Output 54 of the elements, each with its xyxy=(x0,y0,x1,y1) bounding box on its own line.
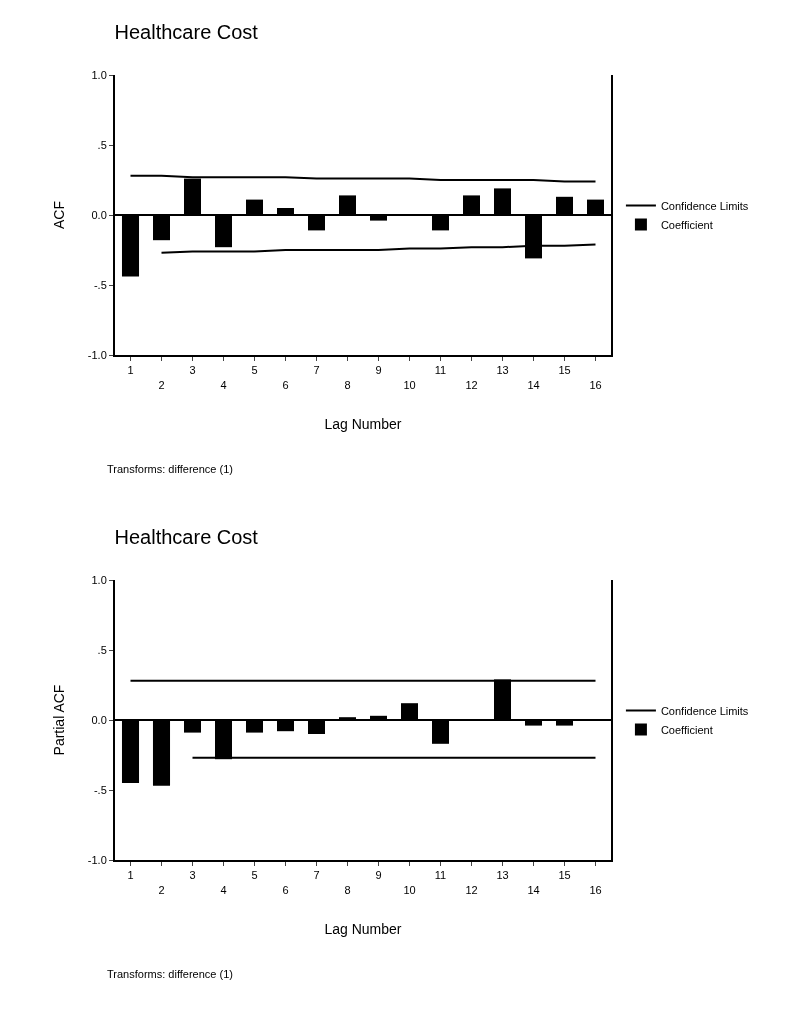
x-tick-label: 12 xyxy=(465,883,478,896)
y-tick-label: -1.0 xyxy=(87,853,107,866)
x-tick-label: 11 xyxy=(434,869,447,882)
y-tick-label: -.5 xyxy=(93,783,107,796)
x-tick-label: 15 xyxy=(558,364,571,377)
x-tick-label: 3 xyxy=(189,869,196,882)
chart-title: Healthcare Cost xyxy=(114,21,259,44)
x-tick-label: 16 xyxy=(589,378,602,391)
x-tick-label: 1 xyxy=(127,364,134,377)
x-tick-label: 10 xyxy=(403,378,416,391)
x-tick-label: 14 xyxy=(527,378,540,391)
x-tick-label: 8 xyxy=(344,883,351,896)
y-tick-label: 0.0 xyxy=(91,713,107,726)
y-tick-label: 1.0 xyxy=(91,68,107,81)
x-tick-label: 11 xyxy=(434,364,447,377)
x-tick-label: 4 xyxy=(220,378,227,391)
x-tick-label: 13 xyxy=(496,869,509,882)
text: Transforms: difference (1) xyxy=(107,463,233,475)
x-tick-label: 3 xyxy=(189,364,196,377)
legend-label: Confidence Limits xyxy=(660,704,749,717)
x-tick-label: 16 xyxy=(589,883,602,896)
x-tick-label: 5 xyxy=(251,364,258,377)
x-tick-label: 15 xyxy=(558,869,571,882)
x-tick-label: 14 xyxy=(527,883,540,896)
x-tick-label: 8 xyxy=(344,378,351,391)
x-tick-label: 7 xyxy=(313,364,320,377)
x-axis-title: Lag Number xyxy=(324,921,402,938)
y-tick-label: .5 xyxy=(97,643,107,656)
x-tick-label: 4 xyxy=(220,883,227,896)
x-tick-label: 2 xyxy=(158,883,165,896)
y-axis-title: Partial ACF xyxy=(50,684,67,756)
y-tick-label: 1.0 xyxy=(91,573,107,586)
x-tick-label: 2 xyxy=(158,378,165,391)
legend-label: Coefficient xyxy=(660,723,713,736)
x-tick-label: 12 xyxy=(465,378,478,391)
x-axis-title: Lag Number xyxy=(324,416,402,433)
x-tick-label: 5 xyxy=(251,869,258,882)
y-axis-title: ACF xyxy=(50,201,67,229)
y-tick-label: -1.0 xyxy=(87,348,107,361)
legend-label: Coefficient xyxy=(660,218,713,231)
x-tick-label: 9 xyxy=(375,869,382,882)
y-tick-label: 0.0 xyxy=(91,208,107,221)
y-tick-label: .5 xyxy=(97,138,107,151)
x-tick-label: 9 xyxy=(375,364,382,377)
legend-label: Confidence Limits xyxy=(660,199,749,212)
text: Transforms: difference (1) xyxy=(107,968,233,980)
x-tick-label: 7 xyxy=(313,869,320,882)
x-tick-label: 6 xyxy=(282,883,289,896)
x-tick-label: 1 xyxy=(127,869,134,882)
x-tick-label: 6 xyxy=(282,378,289,391)
x-tick-label: 13 xyxy=(496,364,509,377)
chart-title: Healthcare Cost xyxy=(114,526,259,549)
x-tick-label: 10 xyxy=(403,883,416,896)
y-tick-label: -.5 xyxy=(93,278,107,291)
